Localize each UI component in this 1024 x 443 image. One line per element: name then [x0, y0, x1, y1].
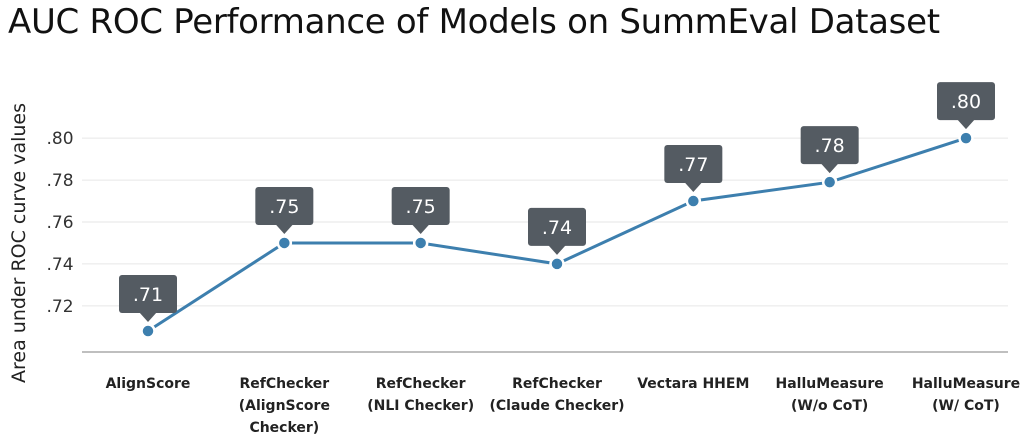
callout-pointer: [684, 182, 703, 193]
y-tick-label: .72: [46, 297, 73, 317]
x-tick-label: HalluMeasure (W/o CoT): [776, 376, 884, 414]
callout-pointer: [275, 223, 294, 234]
data-point: [412, 235, 429, 251]
data-point: [276, 235, 293, 251]
callout-pointer: [548, 244, 566, 255]
y-tick-label: .76: [46, 213, 73, 233]
data-label: .77: [678, 154, 708, 176]
callout-pointer: [139, 312, 157, 323]
callout-box: [800, 126, 859, 165]
y-tick-label: .74: [46, 255, 73, 275]
callout-box: [664, 145, 723, 184]
callout-pointer: [411, 223, 430, 234]
data-label-callout: .77: [664, 145, 723, 193]
x-tick-label: AlignScore: [106, 376, 191, 392]
y-tick-label: .80: [46, 129, 73, 149]
data-label: .71: [133, 284, 163, 306]
callout-box: [391, 186, 450, 225]
x-tick-label: RefChecker (AlignScore Checker): [239, 376, 330, 436]
data-label-callout: .75: [391, 186, 450, 234]
x-tick-label: RefChecker (Claude Checker): [489, 376, 624, 414]
data-points: [140, 130, 974, 339]
y-tick-label: .78: [46, 171, 73, 191]
x-tick-label: HalluMeasure (W/ CoT): [912, 376, 1020, 414]
data-point: [821, 174, 838, 190]
data-label-callout: .71: [119, 275, 177, 323]
x-tick-labels: AlignScore RefChecker (AlignScore Checker) R…: [106, 376, 1021, 436]
data-point: [140, 323, 156, 339]
data-label-callout: .75: [255, 186, 314, 234]
callout-box: [528, 207, 586, 246]
callout-box: [255, 186, 314, 225]
data-labels: .71 .75 .75 .74 .77 .78 .80: [119, 82, 995, 323]
callout-box: [119, 275, 177, 314]
callout-pointer: [820, 163, 839, 174]
callout-pointer: [957, 119, 975, 130]
data-point: [958, 130, 974, 146]
data-label: .80: [951, 91, 981, 113]
data-label: .74: [542, 217, 572, 239]
x-tick-label: RefChecker (NLI Checker): [367, 376, 474, 414]
data-label: .78: [815, 135, 845, 157]
data-point: [549, 256, 565, 272]
callout-box: [937, 82, 995, 121]
data-label-callout: .78: [800, 126, 859, 174]
y-axis-label: Area under ROC curve values: [8, 103, 30, 383]
data-label-callout: .74: [528, 207, 586, 255]
data-label-callout: .80: [937, 82, 995, 130]
y-tick-labels: .72 .74 .76 .78 .80: [46, 129, 73, 317]
data-label: .75: [269, 196, 299, 218]
data-point: [685, 193, 702, 209]
data-label: .75: [406, 196, 436, 218]
chart-title: AUC ROC Performance of Models on SummEva…: [8, 2, 940, 42]
x-tick-label: Vectara HHEM: [637, 376, 749, 392]
